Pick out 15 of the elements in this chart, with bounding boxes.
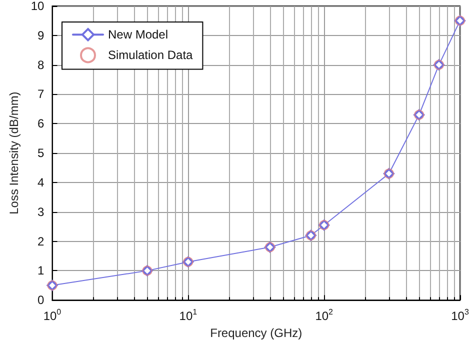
x-axis-title: Frequency (GHz) (210, 326, 302, 340)
y-tick-label: 1 (38, 264, 45, 278)
y-tick-label: 0 (38, 293, 45, 308)
y-tick-label: 9 (38, 28, 45, 42)
y-tick-label: 10 (30, 0, 45, 13)
y-axis-title: Loss Intensity (dB/mm) (7, 92, 21, 214)
y-tick-label: 2 (38, 234, 45, 248)
y-tick-label: 4 (38, 175, 45, 190)
y-tick-label: 7 (38, 87, 45, 102)
y-tick-label: 6 (38, 116, 45, 131)
y-tick-label: 5 (38, 146, 45, 160)
y-tick-label: 8 (38, 58, 45, 72)
legend-label: New Model (108, 28, 168, 42)
legend-label: Simulation Data (108, 48, 194, 62)
y-tick-label: 3 (38, 204, 45, 219)
